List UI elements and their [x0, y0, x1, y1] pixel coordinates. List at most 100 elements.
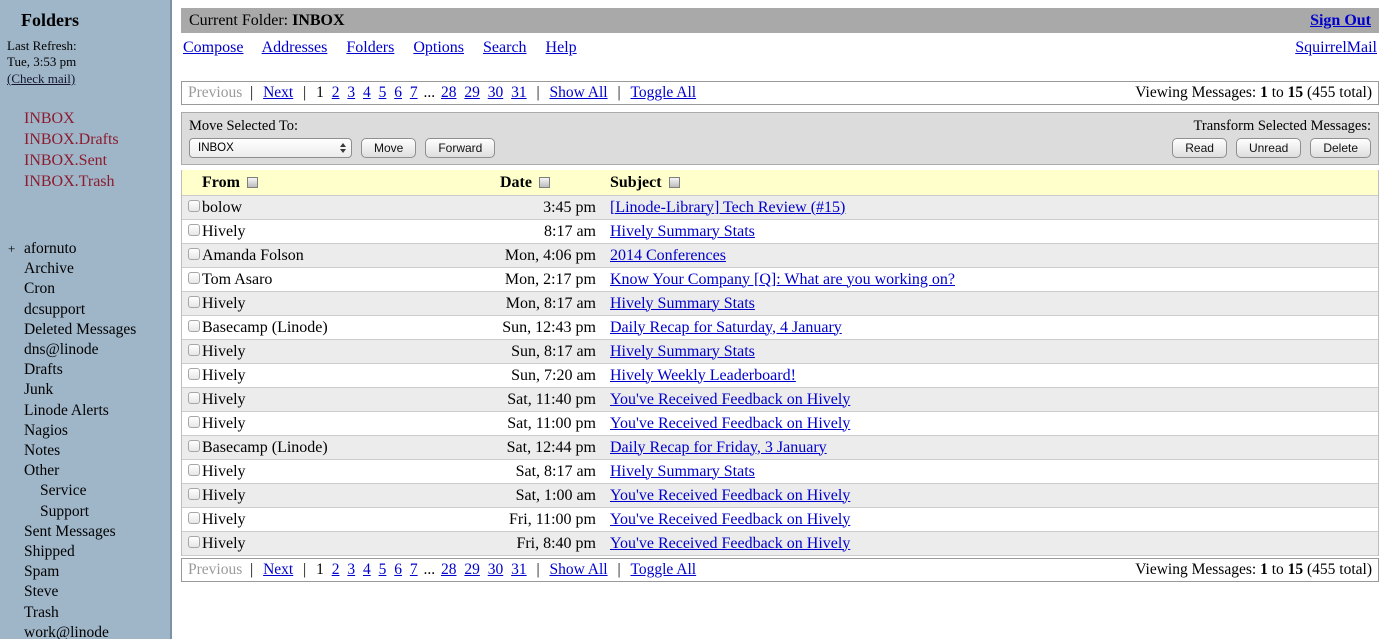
message-row[interactable]: Hively Sat, 11:40 pm You've Received Fee… [182, 387, 1378, 411]
message-checkbox[interactable] [188, 439, 200, 452]
sidebar-special-folder[interactable]: INBOX.Drafts [24, 131, 119, 148]
message-subject-link[interactable]: Hively Summary Stats [610, 222, 755, 240]
message-row[interactable]: Hively Sat, 8:17 am Hively Summary Stats [182, 459, 1378, 483]
toggle-all-link[interactable]: Toggle All [630, 84, 697, 101]
menu-link[interactable]: Compose [183, 39, 244, 56]
page-link[interactable]: 31 [511, 84, 527, 101]
unread-button[interactable]: Unread [1235, 138, 1302, 158]
sort-from-icon[interactable] [246, 176, 258, 188]
sidebar-folder-item[interactable]: Other [0, 461, 170, 481]
page-link[interactable]: 31 [511, 561, 527, 578]
message-subject-link[interactable]: You've Received Feedback on Hively [610, 510, 851, 528]
message-row[interactable]: Hively 8:17 am Hively Summary Stats [182, 219, 1378, 243]
sidebar-folder-item[interactable]: Linode Alerts [0, 401, 170, 421]
folder-select[interactable]: INBOX [189, 138, 352, 158]
page-link[interactable]: 28 [440, 561, 457, 578]
menu-link[interactable]: Folders [346, 39, 395, 56]
message-subject-link[interactable]: You've Received Feedback on Hively [610, 390, 851, 408]
sidebar-folder-item[interactable]: Support [0, 502, 170, 522]
message-row[interactable]: Hively Sat, 1:00 am You've Received Feed… [182, 483, 1378, 507]
sidebar-folder-item[interactable]: Nagios [0, 421, 170, 441]
message-subject-link[interactable]: Hively Summary Stats [610, 294, 755, 312]
message-subject-link[interactable]: Daily Recap for Friday, 3 January [610, 438, 827, 456]
sidebar-folder-item[interactable]: dcsupport [0, 300, 170, 320]
sidebar-folder-item[interactable]: Cron [0, 279, 170, 299]
message-checkbox[interactable] [188, 319, 200, 332]
show-all-link[interactable]: Show All [549, 561, 608, 578]
next-link[interactable]: Next [263, 84, 294, 101]
read-button[interactable]: Read [1172, 138, 1227, 158]
message-subject-link[interactable]: You've Received Feedback on Hively [610, 534, 851, 552]
sidebar-special-folder[interactable]: INBOX.Trash [24, 173, 115, 190]
page-link[interactable]: 7 [409, 84, 418, 101]
delete-button[interactable]: Delete [1310, 138, 1371, 158]
message-checkbox[interactable] [188, 535, 200, 548]
message-subject-link[interactable]: You've Received Feedback on Hively [610, 414, 851, 432]
page-link[interactable]: 6 [394, 561, 402, 578]
page-link[interactable]: 5 [378, 84, 387, 101]
message-row[interactable]: Hively Sun, 8:17 am Hively Summary Stats [182, 339, 1378, 363]
sidebar-folder-item[interactable]: Junk [0, 380, 170, 400]
menu-link[interactable]: Search [483, 39, 527, 56]
message-checkbox[interactable] [188, 247, 200, 260]
message-row[interactable]: Tom Asaro Mon, 2:17 pm Know Your Company… [182, 267, 1378, 291]
page-link[interactable]: 3 [347, 84, 356, 101]
page-link[interactable]: 29 [464, 561, 480, 578]
page-link[interactable]: 30 [487, 561, 504, 578]
message-subject-link[interactable]: Hively Summary Stats [610, 342, 755, 360]
sidebar-folder-item[interactable]: Archive [0, 259, 170, 279]
page-link[interactable]: 28 [440, 84, 457, 101]
sidebar-folder-item[interactable]: Drafts [0, 360, 170, 380]
next-link[interactable]: Next [263, 561, 294, 578]
page-link[interactable]: 2 [331, 84, 340, 101]
sort-date-icon[interactable] [538, 176, 550, 188]
sidebar-folder-item[interactable]: Steve [0, 582, 170, 602]
message-row[interactable]: Amanda Folson Mon, 4:06 pm 2014 Conferen… [182, 243, 1378, 267]
message-subject-link[interactable]: 2014 Conferences [610, 246, 726, 264]
sidebar-folder-item[interactable]: Sent Messages [0, 522, 170, 542]
sidebar-folder-item[interactable]: Spam [0, 562, 170, 582]
forward-button[interactable]: Forward [425, 138, 496, 158]
message-checkbox[interactable] [188, 343, 200, 356]
sidebar-folder-item[interactable]: work@linode [0, 623, 170, 639]
message-subject-link[interactable]: Daily Recap for Saturday, 4 January [610, 318, 842, 336]
message-subject-link[interactable]: Hively Weekly Leaderboard! [610, 366, 796, 384]
sidebar-folder-item[interactable]: Trash [0, 603, 170, 623]
message-checkbox[interactable] [188, 199, 200, 212]
message-checkbox[interactable] [188, 487, 200, 500]
message-row[interactable]: Hively Sun, 7:20 am Hively Weekly Leader… [182, 363, 1378, 387]
message-checkbox[interactable] [188, 463, 200, 476]
page-link[interactable]: 7 [409, 561, 418, 578]
sidebar-folder-item[interactable]: Deleted Messages [0, 320, 170, 340]
menu-link[interactable]: Options [413, 39, 465, 56]
page-link[interactable]: 4 [362, 84, 371, 101]
message-row[interactable]: Hively Fri, 8:40 pm You've Received Feed… [182, 531, 1378, 555]
move-button[interactable]: Move [361, 138, 417, 158]
message-checkbox[interactable] [188, 415, 200, 428]
brand-link[interactable]: SquirrelMail [1295, 39, 1377, 56]
message-subject-link[interactable]: [Linode-Library] Tech Review (#15) [610, 198, 846, 216]
page-link[interactable]: 6 [394, 84, 402, 101]
message-checkbox[interactable] [188, 367, 200, 380]
message-row[interactable]: Basecamp (Linode) Sat, 12:44 pm Daily Re… [182, 435, 1378, 459]
page-link[interactable]: 4 [362, 561, 371, 578]
page-link[interactable]: 2 [331, 561, 340, 578]
message-row[interactable]: Basecamp (Linode) Sun, 12:43 pm Daily Re… [182, 315, 1378, 339]
page-link[interactable]: 30 [487, 84, 504, 101]
message-subject-link[interactable]: Hively Summary Stats [610, 462, 755, 480]
menu-link[interactable]: Addresses [261, 39, 328, 56]
message-checkbox[interactable] [188, 391, 200, 404]
sign-out-link[interactable]: Sign Out [1310, 11, 1371, 29]
message-subject-link[interactable]: Know Your Company [Q]: What are you work… [610, 270, 955, 288]
sidebar-special-folder[interactable]: INBOX [24, 110, 75, 127]
page-link[interactable]: 29 [464, 84, 480, 101]
page-link[interactable]: 3 [347, 561, 356, 578]
message-row[interactable]: Hively Sat, 11:00 pm You've Received Fee… [182, 411, 1378, 435]
message-subject-link[interactable]: You've Received Feedback on Hively [610, 486, 851, 504]
toggle-all-link[interactable]: Toggle All [630, 561, 697, 578]
message-checkbox[interactable] [188, 223, 200, 236]
message-checkbox[interactable] [188, 511, 200, 524]
sidebar-folder-item[interactable]: + afornuto [0, 239, 170, 259]
show-all-link[interactable]: Show All [549, 84, 608, 101]
message-checkbox[interactable] [188, 271, 200, 284]
